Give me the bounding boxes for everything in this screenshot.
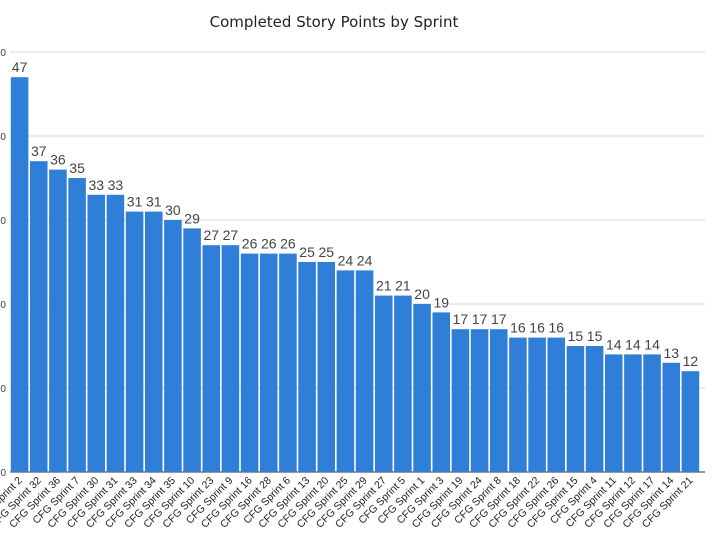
data-label: 27 [223, 227, 239, 243]
y-tick-label: 30 [0, 216, 6, 227]
bar [183, 228, 201, 472]
data-label: 20 [414, 286, 430, 302]
data-label: 25 [318, 244, 334, 260]
data-label: 17 [491, 311, 507, 327]
y-axis-ticks: 0 10 20 30 40 50 [0, 48, 6, 479]
data-label: 26 [261, 236, 277, 252]
bar [509, 337, 527, 472]
bar [662, 362, 681, 472]
bar [259, 253, 278, 472]
data-label: 21 [395, 278, 411, 294]
bar [68, 178, 86, 472]
bar [624, 354, 642, 472]
bar [298, 262, 316, 472]
bar [49, 169, 67, 472]
y-tick-label: 20 [0, 300, 6, 311]
data-label: 26 [280, 236, 296, 252]
data-label: 13 [663, 345, 679, 361]
data-label: 31 [127, 194, 143, 210]
data-label: 15 [587, 328, 603, 344]
bar [374, 295, 393, 472]
bar [10, 77, 29, 472]
bar [87, 194, 106, 473]
bar [566, 346, 585, 472]
data-label: 37 [31, 143, 47, 159]
data-label: 26 [242, 236, 258, 252]
bar [470, 329, 489, 472]
bar [585, 346, 604, 472]
data-label: 14 [644, 336, 660, 352]
bar [604, 354, 623, 472]
bar [413, 304, 431, 472]
bar [202, 245, 221, 472]
data-label: 31 [146, 194, 162, 210]
data-label: 17 [453, 311, 469, 327]
bar [317, 262, 336, 472]
data-label: 19 [433, 294, 449, 310]
data-label: 29 [184, 210, 200, 226]
data-label: 14 [606, 336, 622, 352]
bar [528, 337, 546, 472]
data-label: 47 [12, 59, 28, 75]
data-label: 36 [50, 152, 66, 168]
data-label: 14 [625, 336, 641, 352]
data-label: 33 [108, 177, 124, 193]
data-label: 16 [510, 320, 526, 336]
bar [106, 194, 125, 473]
data-label: 24 [338, 252, 354, 268]
bar [125, 211, 144, 472]
chart-title: Completed Story Points by Sprint [210, 13, 459, 31]
data-label: 12 [683, 353, 699, 369]
bar [240, 253, 259, 472]
bar [164, 220, 182, 472]
y-tick-label: 10 [0, 384, 6, 395]
bar [29, 161, 48, 472]
data-label: 15 [568, 328, 584, 344]
bar [394, 295, 412, 472]
bars [10, 77, 700, 473]
data-label: 33 [88, 177, 104, 193]
bar [489, 329, 508, 472]
data-label: 16 [548, 320, 564, 336]
data-label: 27 [203, 227, 219, 243]
bar [451, 329, 470, 472]
data-label: 16 [529, 320, 545, 336]
bar [547, 337, 566, 472]
bar [336, 270, 355, 472]
y-tick-label: 0 [0, 468, 6, 479]
y-tick-label: 50 [0, 48, 6, 59]
data-label: 21 [376, 278, 392, 294]
bar [681, 371, 700, 472]
bar [221, 245, 240, 472]
bar [355, 270, 374, 472]
data-label: 24 [357, 252, 373, 268]
y-tick-label: 40 [0, 132, 6, 143]
bar [432, 312, 451, 472]
bar [144, 211, 163, 472]
data-label: 25 [299, 244, 315, 260]
data-label: 17 [472, 311, 488, 327]
bar [279, 253, 297, 472]
data-label: 35 [69, 160, 85, 176]
data-label: 30 [165, 202, 181, 218]
bar [643, 354, 661, 472]
